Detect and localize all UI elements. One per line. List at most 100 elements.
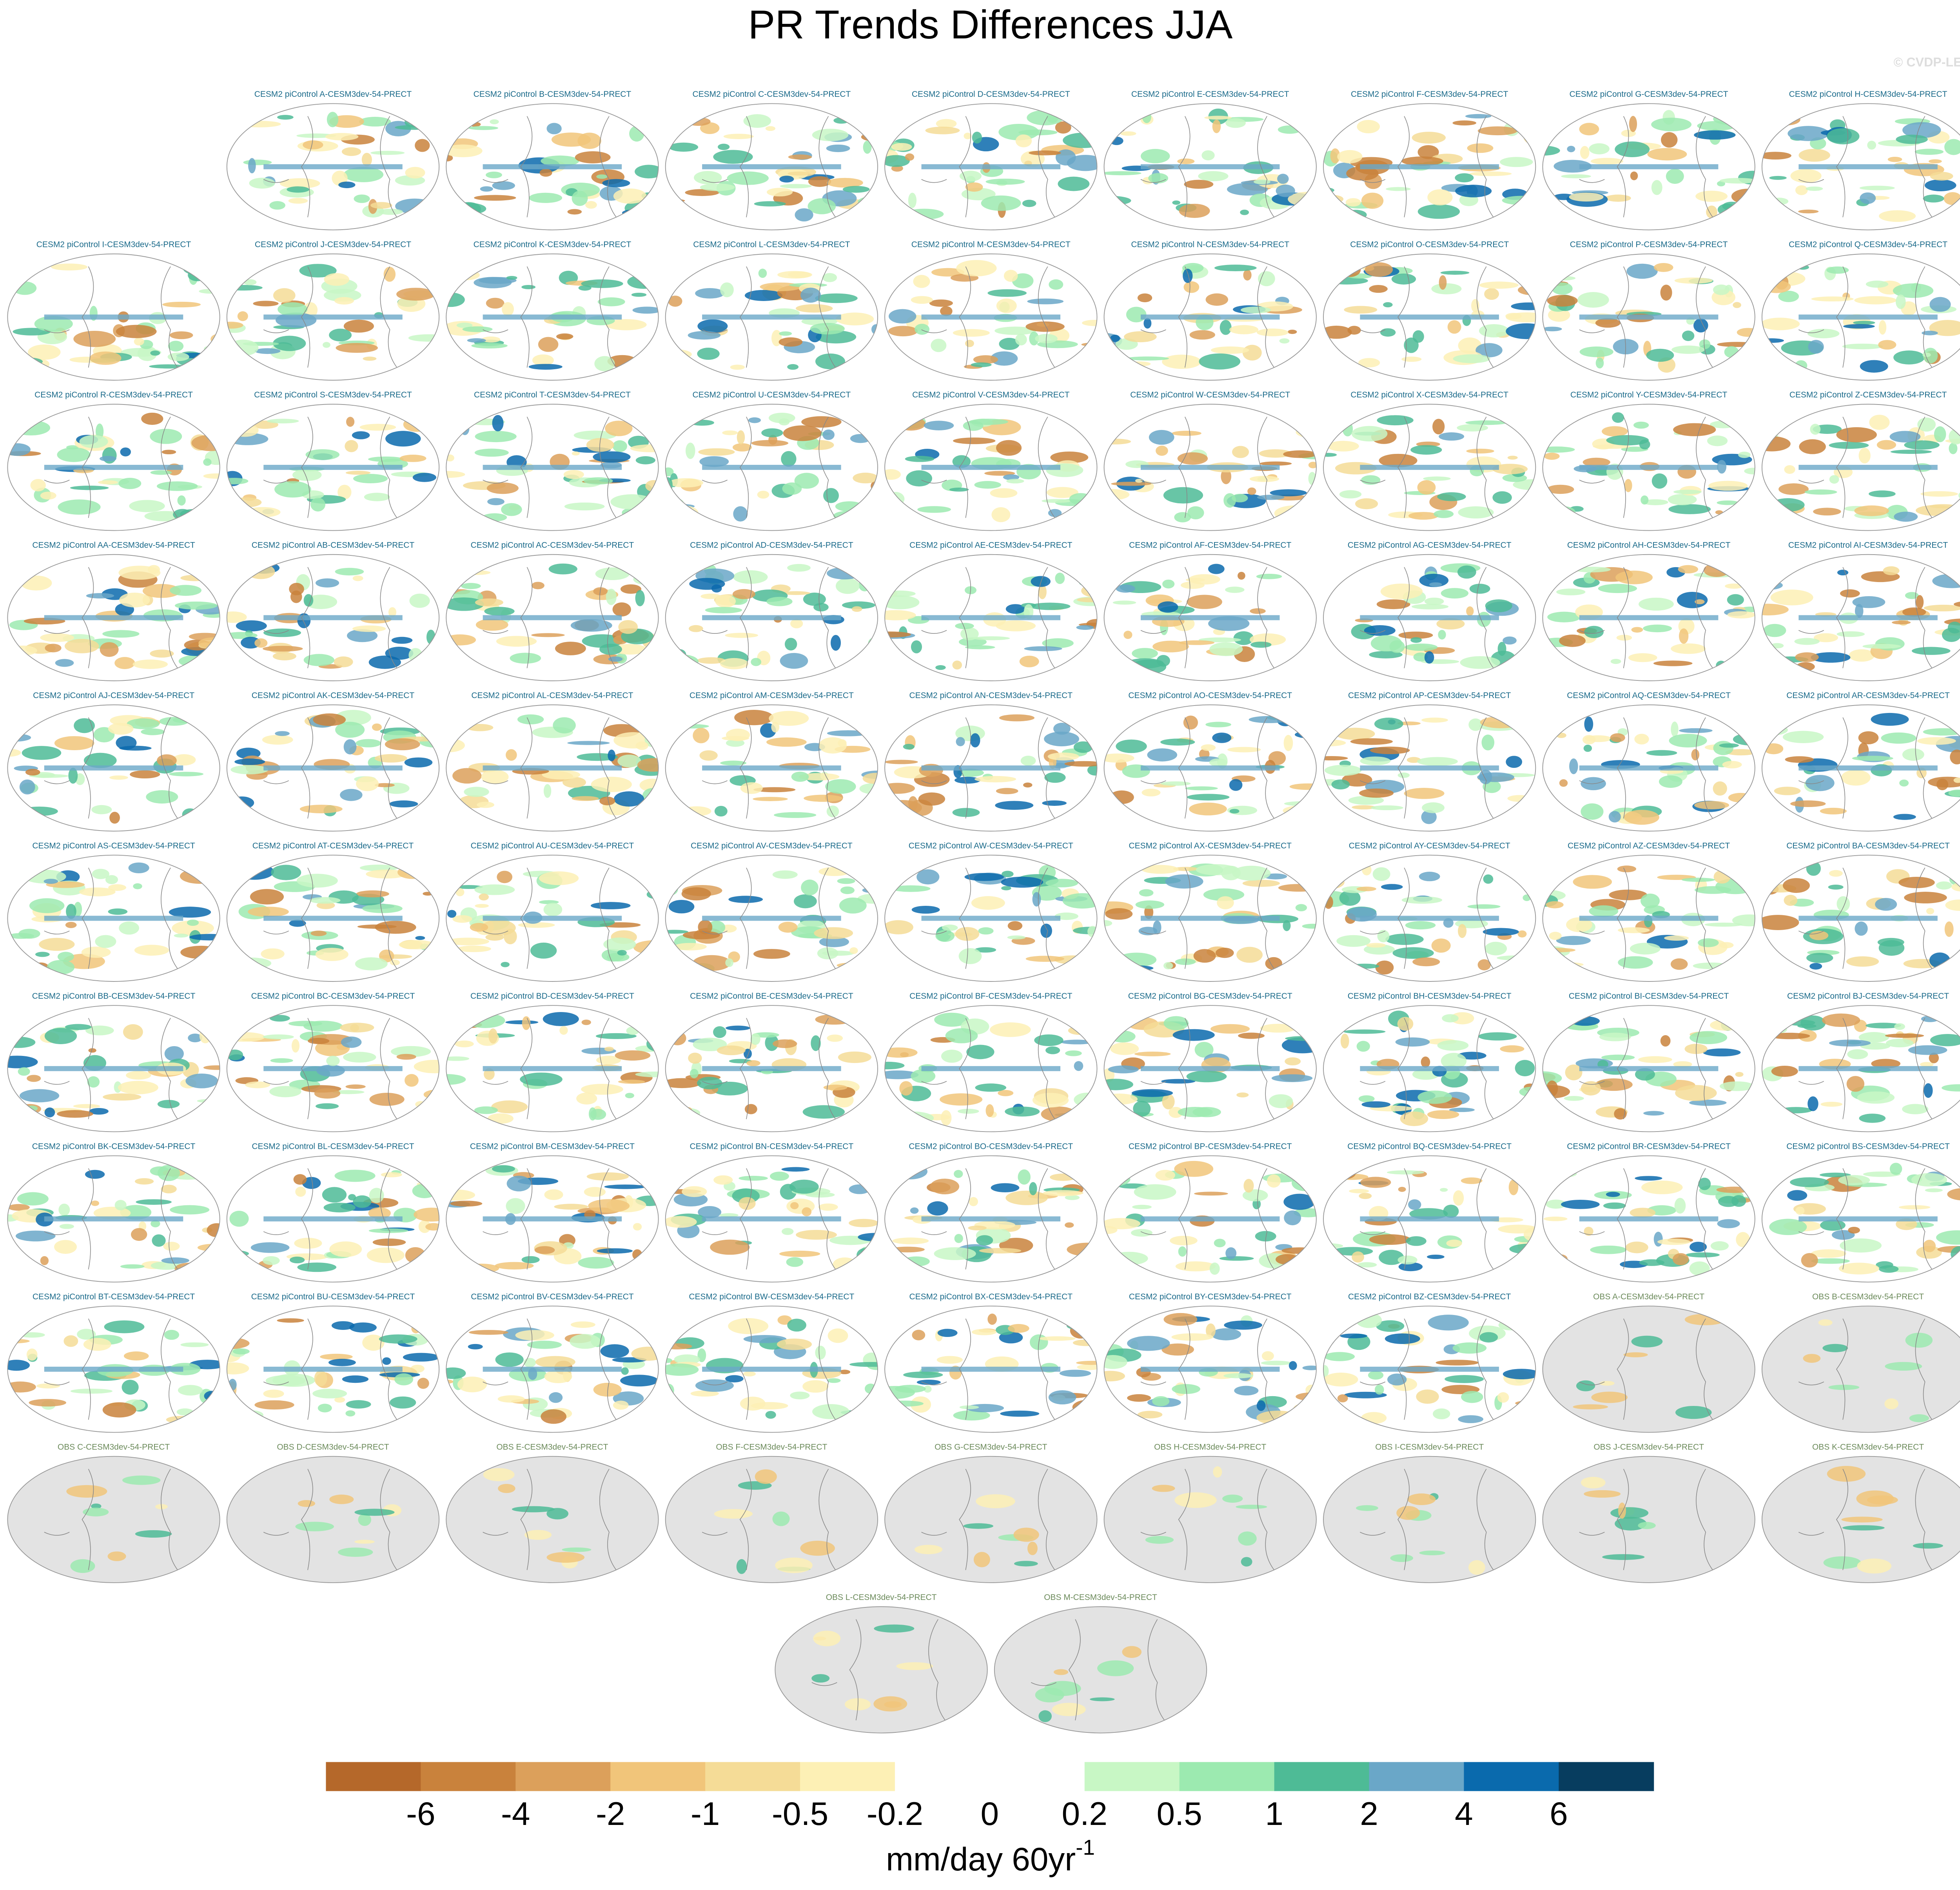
field-blob <box>17 1192 49 1206</box>
field-blob <box>132 659 168 669</box>
panel-title: CESM2 piControl AT-CESM3dev-54-PRECT <box>252 842 414 851</box>
field-blob <box>1401 896 1443 904</box>
coastline <box>1360 1469 1499 1577</box>
field-blob <box>1175 1261 1216 1271</box>
field-blob <box>783 425 822 441</box>
field-blob <box>1350 738 1393 745</box>
field-blob <box>1369 285 1388 293</box>
field-blob <box>990 351 1018 366</box>
itcz-band <box>1360 1216 1499 1222</box>
field-blob <box>1679 628 1689 644</box>
field-blob <box>1506 312 1536 323</box>
field-blob <box>289 582 304 595</box>
panel-title: OBS G-CESM3dev-54-PRECT <box>935 1443 1047 1452</box>
field-blob <box>1453 354 1490 363</box>
field-blob <box>1356 887 1376 891</box>
panel-title: CESM2 piControl T-CESM3dev-54-PRECT <box>474 390 631 399</box>
field-blob <box>456 945 491 952</box>
itcz-band <box>483 1066 622 1071</box>
field-blob <box>849 713 877 725</box>
field-blob <box>1584 626 1604 638</box>
field-blob <box>1629 116 1637 132</box>
field-blob <box>1227 183 1268 196</box>
field-blob <box>936 119 957 129</box>
field-blob <box>1296 415 1316 425</box>
field-blob <box>666 1325 676 1340</box>
field-blob <box>191 435 220 451</box>
field-blob <box>620 584 642 594</box>
field-blob <box>1911 647 1951 655</box>
itcz-band <box>44 765 183 771</box>
field-blob <box>605 319 647 330</box>
field-blob <box>1370 635 1402 652</box>
map-outline <box>1761 103 1960 230</box>
field-blob <box>1638 1056 1672 1063</box>
field-blob <box>28 344 61 360</box>
field-blob <box>1215 947 1234 958</box>
coastline <box>483 116 622 224</box>
field-blob <box>1109 790 1134 804</box>
field-blob <box>1256 328 1289 336</box>
field-blob <box>1715 510 1723 515</box>
field-blob <box>590 1109 606 1120</box>
field-blob <box>1229 325 1259 334</box>
field-blob <box>1008 1324 1029 1333</box>
field-blob <box>1249 475 1279 482</box>
field-blob <box>1857 1558 1892 1574</box>
field-blob <box>120 1264 145 1269</box>
field-blob <box>1372 867 1390 881</box>
field-blob <box>851 606 862 612</box>
panel-title: CESM2 piControl AS-CESM3dev-54-PRECT <box>32 842 195 851</box>
map-outline <box>1542 404 1755 531</box>
coastline <box>44 867 183 976</box>
field-blob <box>813 1631 841 1647</box>
field-blob <box>1708 481 1748 491</box>
field-blob <box>1795 185 1808 195</box>
field-blob <box>345 1084 366 1089</box>
field-blob <box>521 1256 540 1263</box>
coastline <box>1579 867 1719 976</box>
field-blob <box>998 1090 1014 1096</box>
map <box>885 1306 1097 1433</box>
field-blob <box>1468 718 1483 731</box>
field-blob <box>796 1230 837 1240</box>
field-blob <box>1477 959 1491 970</box>
field-blob <box>1902 122 1941 138</box>
field-blob <box>315 578 339 588</box>
panel-title: CESM2 piControl S-CESM3dev-54-PRECT <box>254 390 412 399</box>
map <box>1543 1005 1755 1132</box>
coastline <box>1360 417 1499 524</box>
field-blob <box>1924 179 1956 192</box>
field-blob <box>1183 268 1193 283</box>
field-blob <box>1380 583 1423 600</box>
map-outline <box>884 103 1098 230</box>
map-outline <box>446 103 659 230</box>
map-outline <box>446 404 659 531</box>
field-blob <box>1090 1697 1115 1701</box>
map-outline <box>1103 103 1317 230</box>
field-blob <box>1543 446 1575 453</box>
field-blob <box>1431 938 1451 953</box>
field-blob <box>1842 343 1883 350</box>
field-blob <box>636 959 659 970</box>
field-blob <box>89 1108 109 1115</box>
field-blob <box>1838 1262 1880 1275</box>
field-blob <box>714 1509 753 1519</box>
panel-title: CESM2 piControl BY-CESM3dev-54-PRECT <box>1129 1292 1292 1301</box>
field-blob <box>964 132 972 140</box>
field-blob <box>1502 196 1536 205</box>
field-blob <box>1256 573 1282 579</box>
field-blob <box>1612 412 1624 423</box>
field-blob <box>737 430 745 444</box>
field-blob <box>719 1213 739 1217</box>
field-blob <box>1323 591 1328 597</box>
field-blob <box>412 415 428 422</box>
panel-title: CESM2 piControl BF-CESM3dev-54-PRECT <box>909 992 1073 1001</box>
field-blob <box>761 428 783 437</box>
field-blob <box>1549 932 1562 940</box>
title: PR Trends Differences JJA <box>748 2 1233 47</box>
coastline <box>921 1168 1061 1276</box>
field-blob <box>781 591 811 595</box>
map <box>665 1005 878 1132</box>
field-blob <box>955 623 974 629</box>
